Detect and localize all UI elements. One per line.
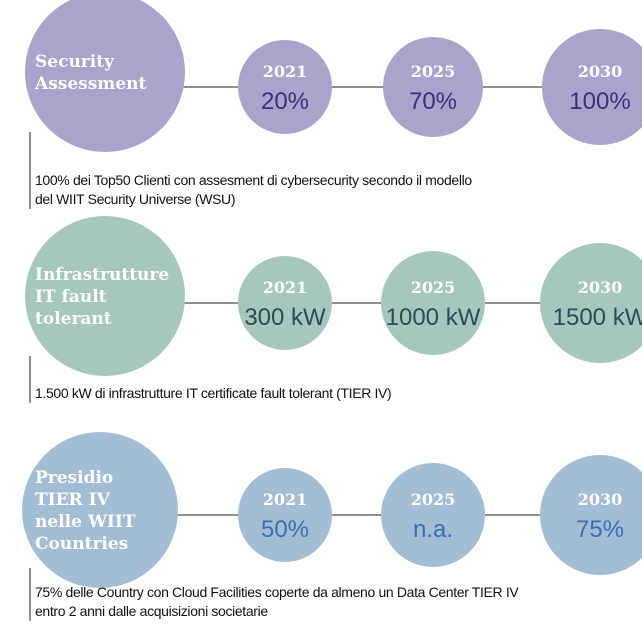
milestone-value: 75% [576, 516, 624, 543]
milestone-year: 2021 [263, 278, 308, 297]
milestone-circle [381, 463, 485, 567]
description: 1.500 kW di infrastrutture IT certificat… [35, 385, 391, 401]
description: 75% delle Country con Cloud Facilities c… [35, 584, 519, 600]
milestone-year: 2030 [578, 62, 623, 81]
description: del WIIT Security Universe (WSU) [35, 191, 235, 207]
milestone-circle [383, 37, 483, 137]
main-label: tolerant [35, 309, 112, 329]
main-label: Countries [35, 534, 128, 554]
milestone-circle [381, 251, 485, 355]
main-label: IT fault [35, 287, 107, 307]
milestone-year: 2021 [263, 62, 308, 81]
main-circle [25, 0, 185, 152]
milestone-circle [238, 40, 332, 134]
description: entro 2 anni dalle acquisizioni societar… [35, 603, 268, 619]
main-label: Assessment [34, 74, 146, 94]
milestone-circle [238, 468, 332, 562]
milestone-value: n.a. [413, 516, 453, 543]
milestone-value: 1000 kW [386, 304, 481, 331]
milestone-year: 2025 [411, 62, 456, 81]
milestone-year: 2025 [411, 490, 456, 509]
milestone-circle [542, 29, 642, 145]
milestone-value: 20% [261, 88, 309, 115]
main-label: Presidio [35, 468, 113, 488]
milestone-value: 300 kW [244, 304, 326, 331]
milestone-value: 70% [409, 88, 457, 115]
milestone-circle [540, 455, 642, 575]
milestone-circle [238, 256, 332, 350]
main-label: TIER IV [35, 490, 111, 510]
milestone-value: 100% [569, 88, 630, 115]
milestone-year: 2025 [411, 278, 456, 297]
main-circle [22, 432, 178, 588]
main-circle [25, 216, 185, 376]
main-label: Security [35, 52, 115, 72]
main-label: Infrastrutture [35, 265, 169, 285]
milestone-value: 1500 kW [553, 304, 642, 331]
description: 100% dei Top50 Clienti con assesment di … [35, 172, 472, 188]
milestone-circle [540, 243, 642, 363]
main-label: nelle WIIT [35, 512, 136, 532]
milestone-value: 50% [261, 516, 309, 543]
milestone-year: 2030 [578, 278, 623, 297]
milestone-year: 2030 [578, 490, 623, 509]
milestone-year: 2021 [263, 490, 308, 509]
